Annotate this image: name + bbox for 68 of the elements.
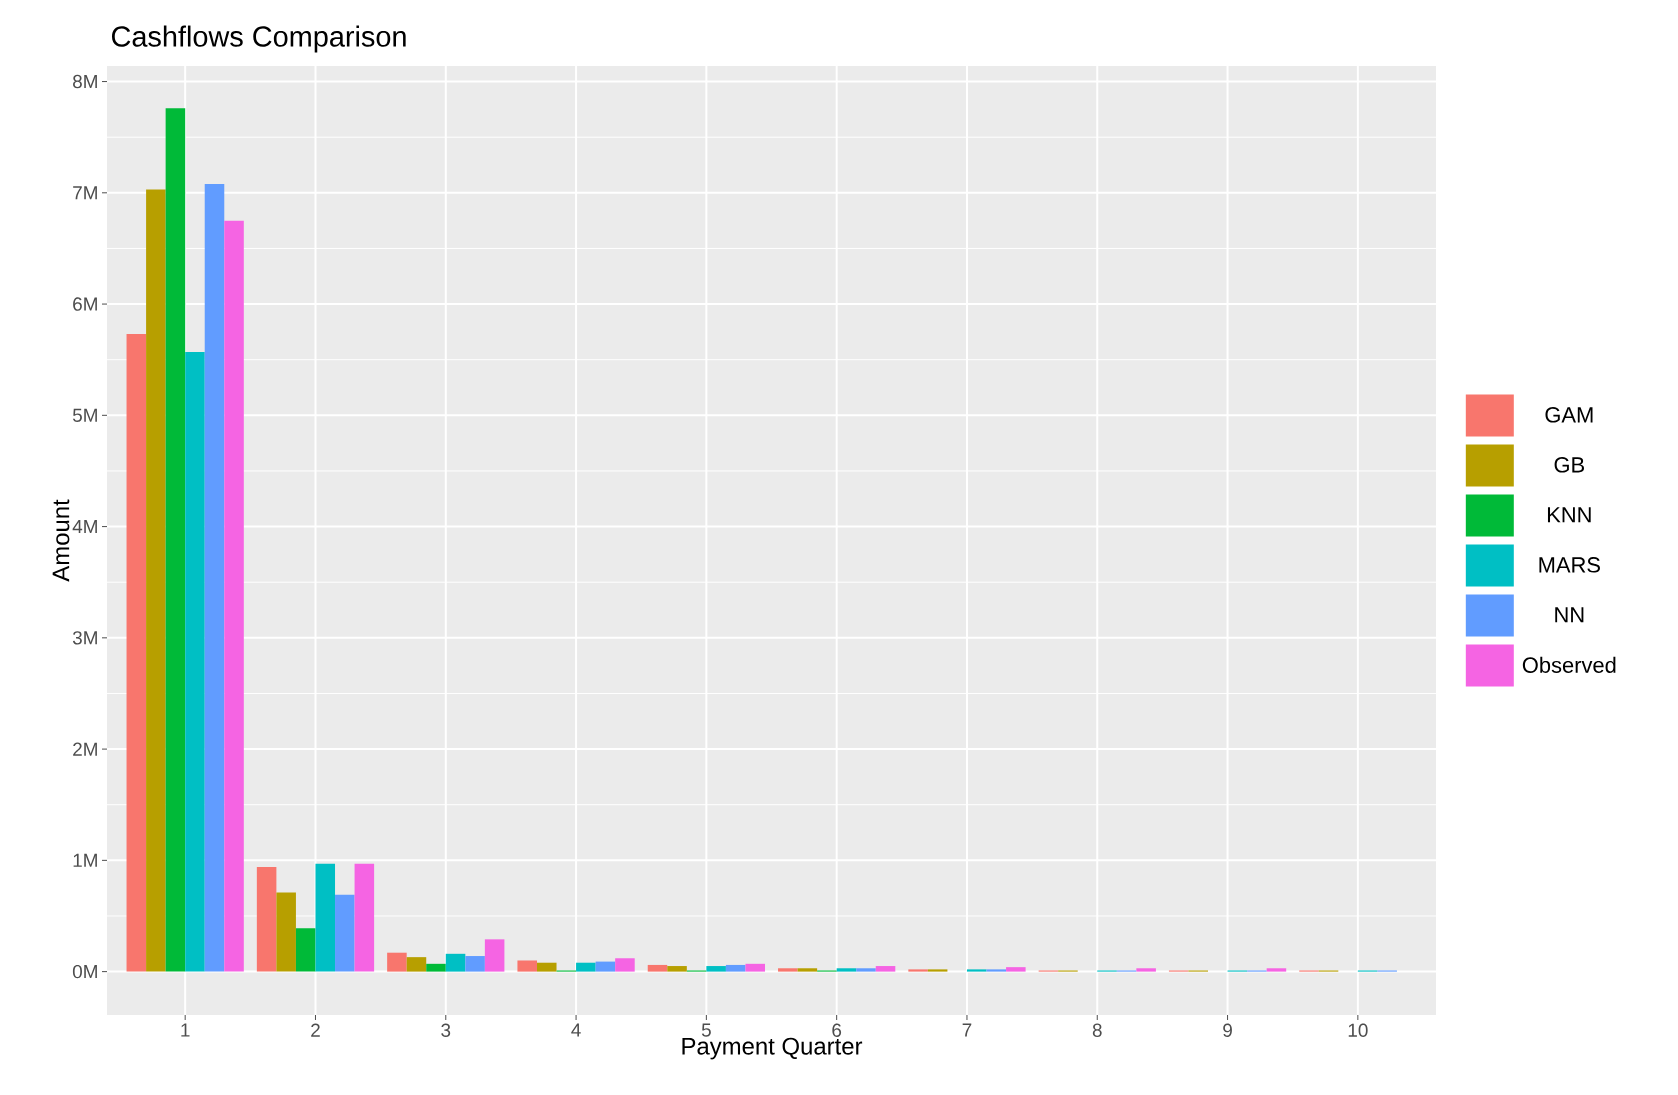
bar [165, 108, 186, 972]
x-tick-label: 6 [832, 1023, 842, 1037]
x-tick-label: 4 [571, 1023, 581, 1037]
bar [315, 863, 336, 972]
bar [966, 969, 987, 972]
bar [406, 957, 427, 972]
x-tick-label: 10 [1348, 1023, 1368, 1037]
bar [387, 952, 407, 972]
chart-title: Cashflows Comparison [111, 25, 406, 53]
bar [224, 220, 244, 972]
bar [797, 968, 818, 972]
bar [745, 963, 766, 972]
y-tick-label: 6M [73, 297, 97, 311]
legend-label: Observed [1522, 656, 1616, 673]
bar [146, 189, 166, 972]
bar [836, 968, 857, 972]
bar [256, 867, 277, 972]
y-tick-label: 1M [73, 853, 97, 867]
legend-label: GAM [1545, 407, 1593, 423]
bar [986, 969, 1007, 972]
x-tick-label: 2 [311, 1023, 320, 1037]
bar [295, 928, 316, 972]
y-tick-label: 3M [72, 631, 97, 645]
legend-label: GB [1554, 457, 1584, 473]
x-axis-title: Payment Quarter [682, 1037, 863, 1060]
x-tick-label: 5 [701, 1023, 711, 1037]
bar [126, 334, 147, 972]
bar [615, 958, 635, 972]
y-tick-label: 7M [73, 186, 97, 200]
bar [484, 939, 505, 972]
y-tick-label: 0M [72, 964, 97, 979]
x-tick-label: 3 [441, 1023, 451, 1037]
bar [445, 953, 466, 972]
bar [426, 963, 446, 972]
bar [706, 966, 726, 972]
bar [1136, 968, 1156, 972]
x-tick-label: 1 [181, 1023, 190, 1037]
bar [647, 964, 668, 972]
x-tick-label: 8 [1092, 1023, 1102, 1037]
bar [856, 968, 876, 972]
bar [1006, 967, 1026, 972]
bar [908, 969, 928, 972]
x-tick-label: 7 [962, 1023, 972, 1037]
y-tick-label: 5M [72, 408, 97, 422]
bar [536, 962, 557, 972]
y-axis-title: Amount [52, 499, 70, 582]
bar [517, 960, 537, 972]
y-tick-label: 4M [72, 520, 97, 534]
x-tick-label: 9 [1223, 1023, 1232, 1037]
y-tick-label: 8M [73, 74, 97, 89]
bar [595, 961, 616, 972]
bar [185, 351, 205, 972]
legend-label: MARS [1539, 557, 1600, 573]
bar [725, 964, 746, 972]
bar [335, 894, 355, 972]
legend-label: NN [1555, 607, 1584, 623]
legend-label: KNN [1547, 507, 1591, 523]
bar [927, 969, 948, 972]
bar [465, 956, 485, 972]
bar [276, 892, 296, 972]
bar [1266, 968, 1287, 972]
bar [875, 966, 896, 972]
bar [667, 966, 687, 972]
bar [204, 183, 225, 972]
bar [354, 863, 375, 972]
y-tick-label: 2M [73, 742, 97, 756]
bar [778, 968, 798, 972]
bar [576, 962, 596, 972]
